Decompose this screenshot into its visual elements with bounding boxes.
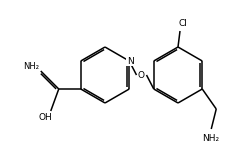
Text: O: O (138, 71, 145, 80)
Text: NH₂: NH₂ (23, 61, 39, 71)
Text: NH₂: NH₂ (202, 133, 219, 142)
Text: N: N (127, 56, 134, 66)
Text: Cl: Cl (179, 19, 187, 27)
Text: OH: OH (39, 113, 53, 122)
